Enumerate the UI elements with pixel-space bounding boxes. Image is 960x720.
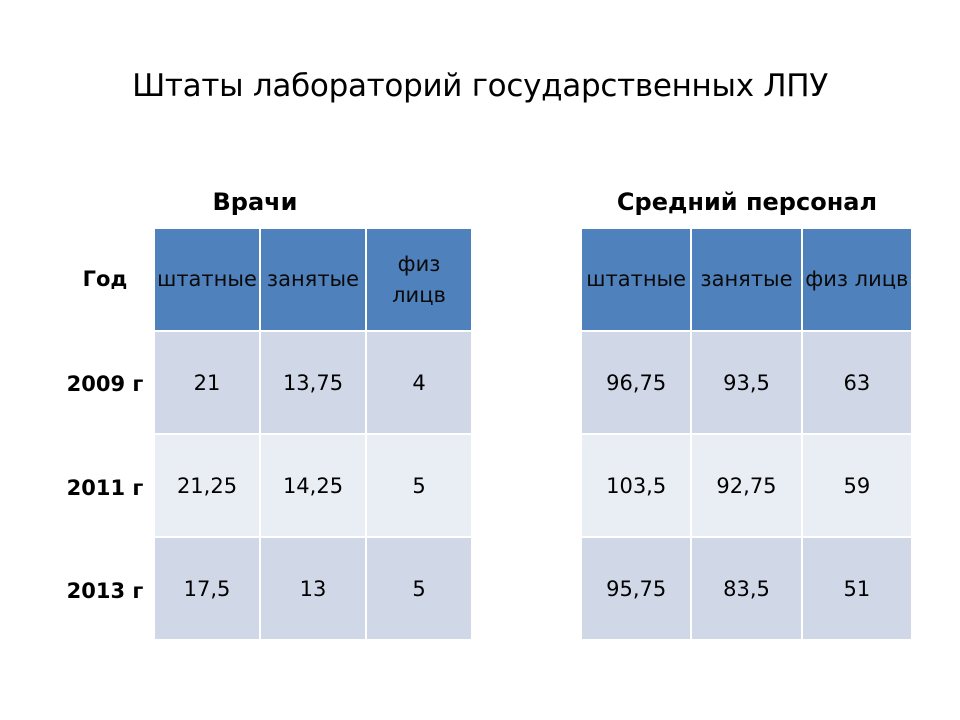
table-row: 21 13,75 4 [153, 330, 473, 435]
column-header-staff: штатные [153, 227, 261, 332]
table-cell: 17,5 [153, 536, 261, 641]
table-cell: 92,75 [690, 433, 803, 538]
year-label-2011: 2011 г [66, 476, 144, 500]
table-cell: 96,75 [579, 330, 693, 435]
nurses-table: штатные занятые физ лицв 96,75 93,5 63 1… [579, 227, 914, 641]
table-cell: 51 [800, 536, 914, 641]
column-header-occupied: занятые [690, 227, 803, 332]
page-title: Штаты лабораторий государственных ЛПУ [132, 68, 828, 104]
table-cell: 14,25 [259, 433, 367, 538]
table-row: 103,5 92,75 59 [579, 433, 914, 538]
table-row: 95,75 83,5 51 [579, 536, 914, 641]
column-header-individuals: физ лицв [365, 227, 473, 332]
doctors-table: штатные занятые физ лицв 21 13,75 4 21,2… [153, 227, 473, 641]
table-cell: 13,75 [259, 330, 367, 435]
year-label-2009: 2009 г [66, 372, 144, 396]
year-column-header: Год [82, 267, 128, 291]
table-cell: 83,5 [690, 536, 803, 641]
table-cell: 5 [365, 433, 473, 538]
table-cell: 59 [800, 433, 914, 538]
table-row: 96,75 93,5 63 [579, 330, 914, 435]
table-cell: 4 [365, 330, 473, 435]
column-header-staff: штатные [579, 227, 693, 332]
year-label-2013: 2013 г [66, 579, 144, 603]
table-row: 21,25 14,25 5 [153, 433, 473, 538]
table-cell: 93,5 [690, 330, 803, 435]
nurses-header-row: штатные занятые физ лицв [579, 227, 914, 332]
nurses-table-title: Средний персонал [616, 188, 878, 216]
table-cell: 95,75 [579, 536, 693, 641]
table-cell: 21,25 [153, 433, 261, 538]
column-header-individuals-label: физ лицв [392, 252, 446, 307]
table-cell: 21 [153, 330, 261, 435]
doctors-header-row: штатные занятые физ лицв [153, 227, 473, 332]
doctors-table-title: Врачи [212, 188, 298, 216]
table-cell: 103,5 [579, 433, 693, 538]
column-header-individuals: физ лицв [800, 227, 914, 332]
table-row: 17,5 13 5 [153, 536, 473, 641]
table-cell: 5 [365, 536, 473, 641]
column-header-occupied: занятые [259, 227, 367, 332]
table-cell: 63 [800, 330, 914, 435]
table-cell: 13 [259, 536, 367, 641]
